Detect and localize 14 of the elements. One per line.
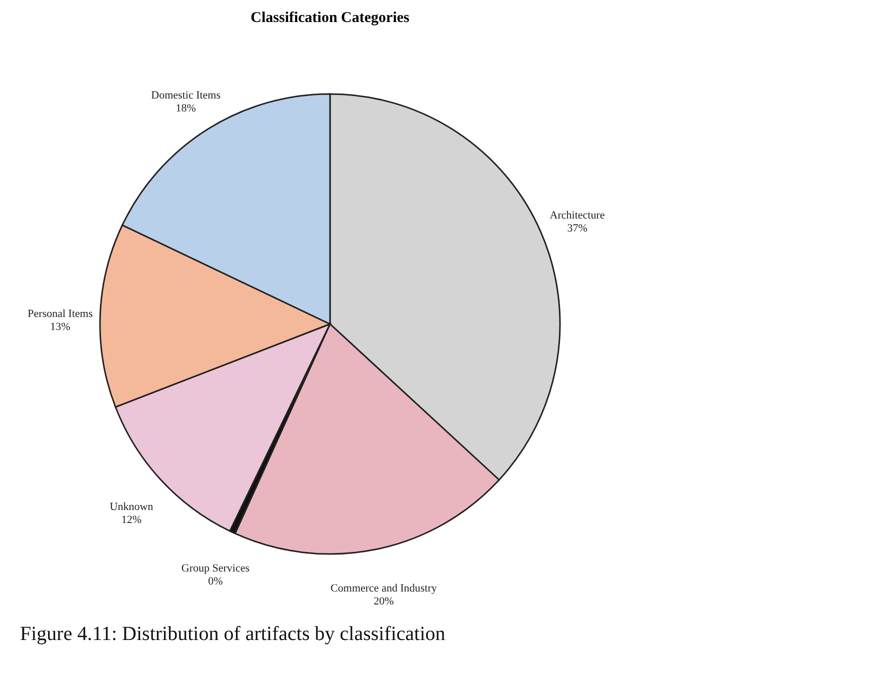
data-label: 20% <box>374 596 394 608</box>
data-label: 18% <box>176 102 196 115</box>
slice-label: Unknown <box>110 500 154 513</box>
chart-title: Classification Categories <box>250 10 410 26</box>
data-label: 0% <box>208 576 223 588</box>
slice-label: Group Services <box>181 562 250 575</box>
data-label: 13% <box>50 320 70 333</box>
caption: Figure 4.11: Distribution of artifacts by classification <box>20 623 446 645</box>
data-label: 37% <box>567 222 588 235</box>
slice-label: Domestic Items <box>151 90 221 102</box>
data-label: 12% <box>121 514 142 526</box>
slice-label: Architecture <box>550 210 605 222</box>
slice-label: Commerce and Industry <box>330 582 438 595</box>
slice-label: Personal Items <box>28 308 93 320</box>
